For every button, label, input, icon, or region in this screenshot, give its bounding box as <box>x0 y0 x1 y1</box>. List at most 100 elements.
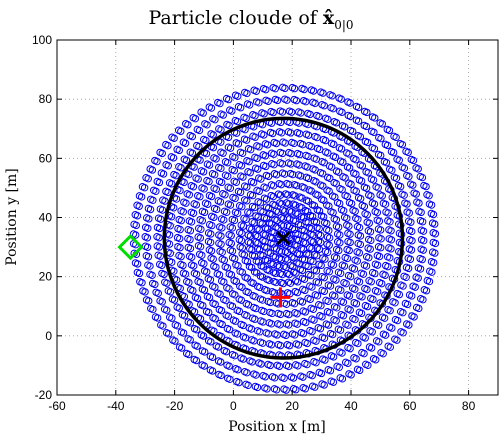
particle-point <box>343 254 352 263</box>
particle-point <box>132 231 140 239</box>
particle-point <box>309 305 318 313</box>
particle-point <box>141 288 149 296</box>
particle-point <box>208 367 217 375</box>
particle-point <box>383 141 392 150</box>
particle-point <box>332 216 341 224</box>
particle-point <box>258 296 267 304</box>
particle-point <box>262 184 270 192</box>
particle-point <box>329 104 337 113</box>
particle-point <box>272 386 281 394</box>
particle-point <box>146 262 154 270</box>
chart-title-subscript: 0|0 <box>334 18 353 32</box>
particle-point <box>393 316 402 325</box>
particle-point <box>367 344 376 352</box>
particle-point <box>155 224 164 233</box>
particle-point <box>217 178 226 187</box>
particle-point <box>328 92 336 100</box>
particle-point <box>285 200 293 208</box>
particle-point <box>338 375 347 383</box>
particle-point <box>145 297 153 305</box>
particle-point <box>270 150 278 158</box>
particle-point <box>331 153 340 161</box>
particle-point <box>137 193 146 201</box>
particle-point <box>186 319 195 327</box>
particle-point <box>310 201 319 210</box>
particle-point <box>382 158 391 167</box>
particle-point <box>225 95 233 104</box>
particle-point <box>270 160 278 169</box>
particle-point <box>431 249 439 257</box>
particle-point <box>158 206 167 214</box>
particle-point <box>169 154 178 162</box>
particle-point <box>182 199 190 207</box>
particle-point <box>414 274 422 282</box>
particle-point <box>312 267 321 275</box>
particle-point <box>153 157 161 166</box>
particle-point <box>172 171 180 180</box>
particle-point <box>387 227 395 235</box>
particle-point <box>315 112 323 121</box>
particle-point <box>247 145 255 154</box>
particle-point <box>238 203 246 211</box>
particle-point <box>246 209 254 217</box>
particle-point <box>196 193 204 201</box>
particle-point <box>374 184 382 192</box>
particle-point <box>399 308 407 317</box>
particle-point <box>370 144 379 153</box>
particle-point <box>297 221 305 229</box>
particle-point <box>144 253 153 261</box>
particle-point <box>317 369 326 378</box>
particle-point <box>176 225 184 234</box>
particle-point <box>330 140 338 149</box>
particle-point <box>245 101 254 109</box>
particle-point <box>417 208 425 217</box>
particle-point <box>193 326 201 334</box>
particle-point <box>408 227 416 236</box>
particle-point <box>325 202 333 210</box>
particle-point <box>256 199 265 207</box>
particle-point <box>217 126 225 134</box>
particle-point <box>419 296 427 304</box>
particle-point <box>263 286 271 295</box>
particle-point <box>193 294 202 303</box>
particle-point <box>324 149 332 157</box>
particle-point <box>209 131 217 139</box>
particle-point <box>254 165 262 173</box>
particle-point <box>345 292 354 300</box>
particle-point <box>231 317 240 325</box>
particle-point <box>155 178 164 187</box>
particle-point <box>301 308 310 316</box>
particle-point <box>290 139 298 148</box>
particle-point <box>307 224 316 233</box>
particle-point <box>202 149 211 158</box>
particle-point <box>223 159 232 167</box>
x-tick-label: 60 <box>403 399 417 413</box>
particle-point <box>343 192 351 201</box>
particle-point <box>251 133 259 141</box>
particle-point <box>265 266 273 275</box>
particle-point <box>293 320 301 328</box>
particle-point <box>255 246 264 254</box>
particle-point <box>356 232 365 240</box>
particle-point <box>387 245 395 253</box>
particle-point <box>224 312 233 320</box>
particle-point <box>228 224 237 232</box>
particle-point <box>163 279 171 287</box>
particle-point <box>188 253 196 261</box>
particle-point <box>221 191 229 199</box>
particle-point <box>254 213 262 221</box>
particle-point <box>236 188 245 197</box>
particle-point <box>164 162 172 170</box>
particle-point <box>326 174 334 182</box>
particle-point <box>232 178 241 187</box>
particle-point <box>274 224 282 232</box>
particle-point <box>325 268 334 276</box>
particle-point <box>396 182 405 191</box>
particle-point <box>284 191 292 199</box>
particle-point <box>144 224 152 232</box>
particle-point <box>352 355 360 363</box>
x-tick-label: 80 <box>462 399 476 413</box>
particle-point <box>407 218 415 226</box>
particle-point <box>332 276 340 284</box>
particle-point <box>212 263 220 271</box>
